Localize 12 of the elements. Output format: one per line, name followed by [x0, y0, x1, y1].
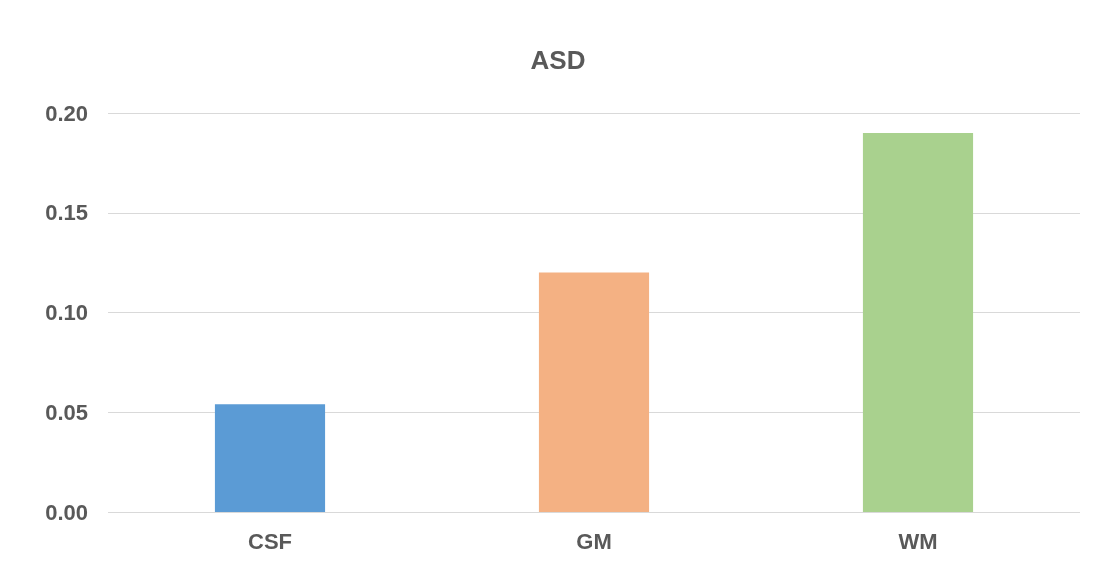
x-tick-label: CSF [248, 528, 292, 554]
y-tick-label: 0.10 [45, 300, 88, 325]
x-tick-label: WM [898, 528, 938, 554]
bar [862, 132, 974, 512]
chart-title: ASD [530, 45, 586, 75]
bar [214, 404, 326, 512]
bar [538, 272, 650, 512]
x-tick-label: GM [576, 528, 612, 554]
y-tick-label: 0.15 [45, 200, 88, 226]
y-tick-label: 0.20 [45, 100, 88, 126]
y-tick-label: 0.05 [45, 399, 88, 425]
y-tick-label: 0.00 [45, 499, 88, 525]
